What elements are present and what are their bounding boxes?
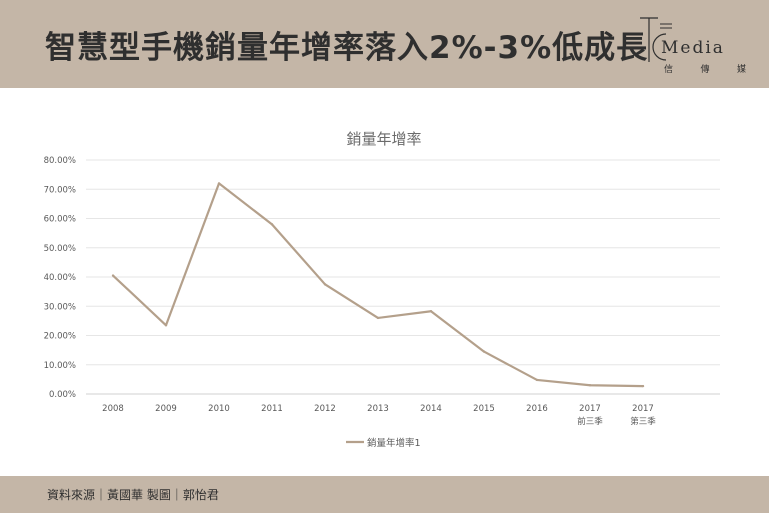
series-line [112, 182, 644, 388]
header-band: 智慧型手機銷量年增率落入2%-3%低成長 Media 信 傳 媒 [0, 0, 769, 88]
logo-mark-icon [640, 17, 672, 62]
y-tick-label: 10.00% [44, 361, 76, 371]
logo-sub-char: 傳 [700, 65, 710, 75]
y-tick-label: 0.00% [49, 390, 76, 400]
y-tick-label: 70.00% [44, 185, 76, 195]
data-point [429, 310, 433, 313]
logo-subtitle: 信 傳 媒 [664, 62, 746, 75]
x-tick-label: 2009 [155, 404, 177, 414]
y-tick-label: 20.00% [44, 332, 76, 342]
page-title: 智慧型手機銷量年增率落入2%-3%低成長 [45, 30, 649, 66]
x-tick-label: 2015 [473, 404, 495, 414]
data-point [641, 384, 645, 388]
data-point [588, 384, 592, 387]
y-tick-label: 80.00% [44, 156, 76, 166]
data-point [270, 223, 274, 226]
data-point [376, 316, 380, 320]
media-logo: Media 信 傳 媒 [636, 12, 756, 82]
y-tick-label: 60.00% [44, 215, 76, 225]
chart-area: 銷量年增率 0.00% 10.00% 20.00% 30.00% 40.00% 50.00… [0, 88, 769, 476]
data-point [535, 378, 539, 382]
x-tick-label: 2017 第三季 [630, 404, 656, 427]
x-tick-label: 2016 [526, 404, 548, 414]
x-tick-label: 2017 前三季 [577, 404, 603, 427]
y-tick-label: 40.00% [44, 273, 76, 283]
x-tick-label: 2014 [420, 404, 442, 414]
data-point [111, 274, 115, 277]
data-point [323, 283, 327, 286]
logo-sub-char: 媒 [736, 65, 746, 75]
x-tick-label: 2011 [261, 404, 283, 414]
x-tick-label: 2013 [367, 404, 389, 414]
logo-text: Media [661, 38, 725, 58]
data-point [217, 182, 221, 185]
data-point [482, 350, 486, 353]
y-tick-label: 50.00% [44, 244, 76, 254]
x-tick-label: 2010 [208, 404, 230, 414]
data-point [164, 324, 168, 327]
x-tick-label: 2008 [102, 404, 124, 414]
logo-sub-char: 信 [664, 65, 674, 75]
y-tick-label: 30.00% [44, 302, 76, 312]
legend-label: 銷量年增率1 [367, 437, 421, 449]
source-credit: 資料來源｜黃國華 製圖｜郭怡君 [47, 488, 219, 502]
chart-title: 銷量年增率 [346, 130, 421, 148]
footer-band: 資料來源｜黃國華 製圖｜郭怡君 [0, 476, 769, 513]
line-chart: 銷量年增率 0.00% 10.00% 20.00% 30.00% 40.00% 50.00… [44, 130, 720, 449]
x-tick-label: 2012 [314, 404, 336, 414]
